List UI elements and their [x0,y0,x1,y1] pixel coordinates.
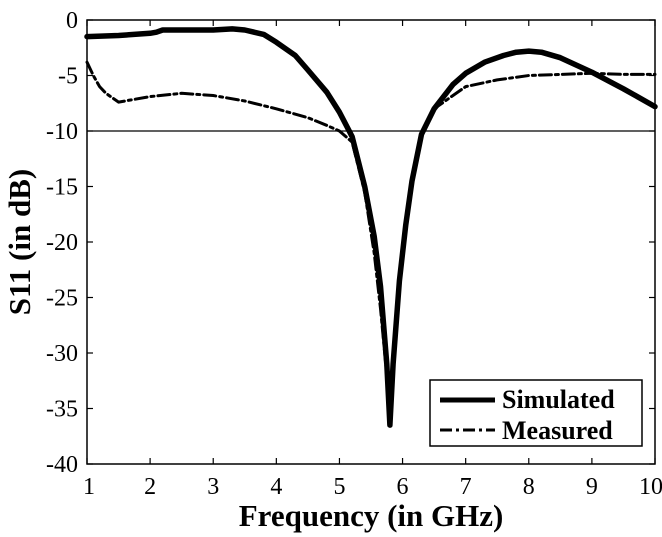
x-axis-label: Frequency (in GHz) [239,498,504,533]
x-tick-label: 6 [397,474,409,500]
legend: Simulated Measured [429,379,643,447]
y-tick-label: -10 [46,119,78,145]
x-tick-label: 8 [523,474,535,500]
x-axis-ticks: 1 2 3 4 5 6 7 8 9 10 [83,20,662,500]
x-tick-label: 10 [639,474,662,500]
y-tick-label: -40 [46,452,78,478]
y-tick-label: -15 [46,175,78,201]
x-tick-label: 5 [333,474,345,500]
series-line-simulated [84,26,658,428]
y-tick-label: -30 [46,341,78,367]
legend-label-measured: Measured [502,416,613,445]
y-axis-ticks: 0 -5 -10 -15 -20 -25 -30 -35 -40 [46,8,655,478]
x-tick-label: 7 [460,474,472,500]
legend-label-simulated: Simulated [502,385,615,414]
series-group [84,26,658,428]
y-axis-label: S11 (in dB) [2,169,37,315]
y-tick-label: -35 [46,397,78,423]
series-line-measured [85,60,657,425]
x-tick-label: 4 [270,474,282,500]
y-tick-label: -25 [46,286,78,312]
y-tick-label: -5 [58,64,78,90]
legend-box [429,379,643,447]
x-tick-label: 9 [586,474,598,500]
y-tick-label: 0 [66,8,78,34]
x-tick-label: 2 [144,474,156,500]
x-tick-label: 3 [207,474,219,500]
plot-area [84,19,658,465]
x-tick-label: 1 [83,474,95,500]
y-tick-label: -20 [46,230,78,256]
